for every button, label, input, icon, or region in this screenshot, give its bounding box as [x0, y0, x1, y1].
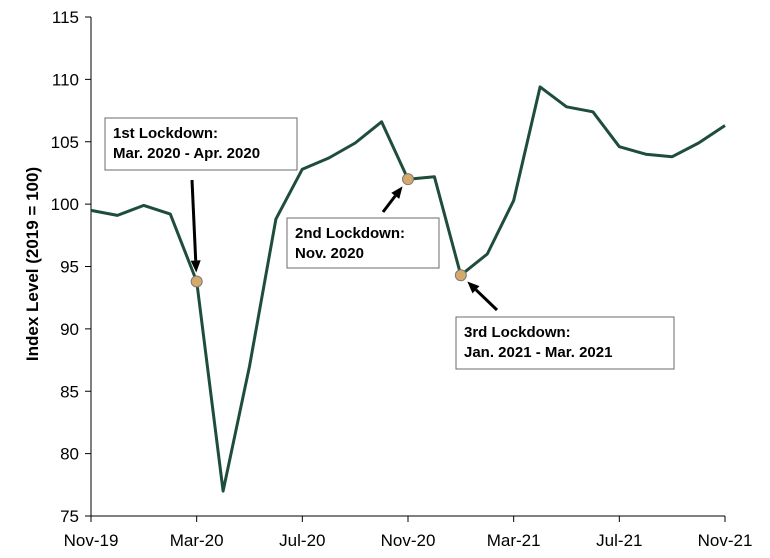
y-tick-label: 110	[52, 70, 79, 89]
annotation-text: 2nd Lockdown:	[295, 225, 405, 242]
x-tick-label: Mar-21	[487, 531, 541, 550]
y-axis-ticks: 75 80 85 90 95 100 105 110 115	[51, 8, 91, 526]
annotation-text: Jan. 2021 - Mar. 2021	[464, 344, 612, 361]
annotation-box	[104, 117, 298, 171]
x-tick-label: Nov-19	[64, 531, 119, 550]
x-tick-label: Jul-21	[596, 531, 642, 550]
annotation-arrow-head	[190, 260, 201, 273]
annotation-box	[455, 316, 675, 370]
y-tick-label: 100	[51, 195, 79, 214]
y-axis-title: Index Level (2019 = 100)	[23, 167, 42, 361]
annotations: 1st Lockdown: Mar. 2020 - Apr. 2020 2nd Lo…	[104, 117, 675, 370]
annotation-arrow-shaft	[381, 194, 397, 213]
annotation-2: 2nd Lockdown: Nov. 2020	[286, 173, 440, 269]
y-tick-label: 95	[60, 258, 79, 277]
annotation-text: 3rd Lockdown:	[464, 324, 571, 341]
annotation-box	[286, 217, 440, 269]
lockdown-marker	[190, 275, 203, 288]
annotation-arrow-shaft	[190, 179, 198, 261]
annotation-text: 1st Lockdown:	[113, 125, 218, 142]
x-tick-label: Mar-20	[170, 531, 224, 550]
y-tick-label: 105	[51, 133, 79, 152]
y-tick-label: 85	[60, 382, 79, 401]
lockdown-marker	[454, 269, 467, 282]
annotation-1: 1st Lockdown: Mar. 2020 - Apr. 2020	[104, 117, 298, 288]
annotation-arrow-head	[467, 281, 480, 294]
y-tick-label: 115	[52, 8, 79, 27]
y-tick-label: 90	[60, 320, 79, 339]
lockdown-marker	[402, 173, 414, 186]
y-tick-label: 80	[60, 445, 79, 464]
x-tick-label: Nov-20	[381, 531, 436, 550]
annotation-text: Mar. 2020 - Apr. 2020	[113, 145, 260, 162]
x-tick-label: Jul-20	[279, 531, 325, 550]
annotation-arrow-head	[391, 186, 403, 199]
y-tick-label: 75	[60, 507, 79, 526]
annotation-arrow-shaft	[474, 288, 499, 312]
annotation-text: Nov. 2020	[295, 245, 364, 262]
x-axis-ticks: Nov-19 Mar-20 Jul-20 Nov-20 Mar-21 Jul-21 Nov-…	[64, 516, 753, 550]
x-tick-label: Nov-21	[698, 531, 753, 550]
annotation-3: 3rd Lockdown: Jan. 2021 - Mar. 2021	[454, 269, 675, 370]
